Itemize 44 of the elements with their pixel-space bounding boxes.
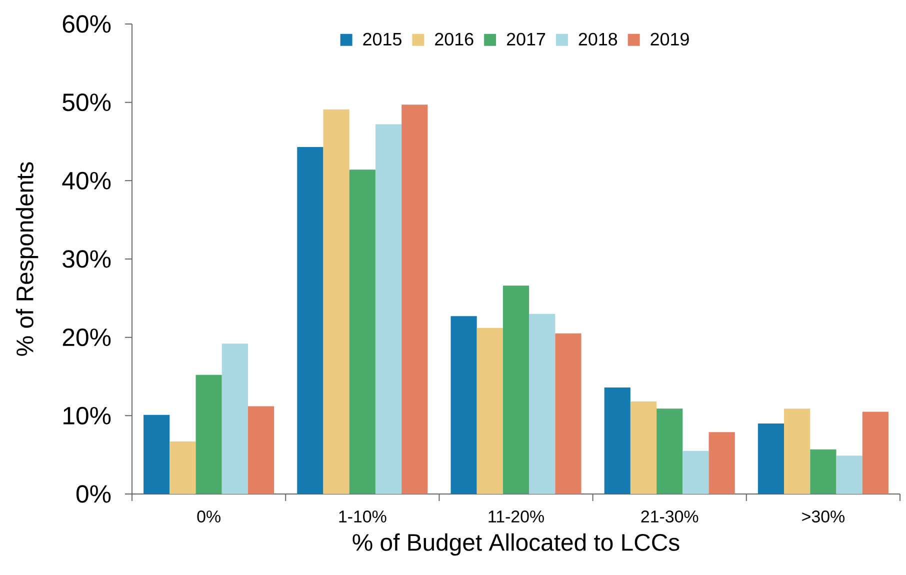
y-tick-label: 50% bbox=[62, 94, 111, 112]
bar bbox=[784, 408, 810, 494]
x-tick-label: 1-10% bbox=[339, 510, 386, 523]
y-tick-label: 60% bbox=[62, 15, 111, 33]
bar bbox=[196, 374, 222, 494]
x-tick-label: 0% bbox=[197, 510, 220, 523]
bar bbox=[529, 314, 556, 494]
bar bbox=[836, 456, 862, 494]
y-tick-label: 40% bbox=[62, 172, 111, 190]
bar bbox=[248, 406, 274, 494]
bar bbox=[170, 442, 196, 494]
bar bbox=[630, 402, 657, 494]
legend-label: 2018 bbox=[578, 32, 618, 46]
bar bbox=[656, 408, 683, 494]
bar bbox=[708, 432, 735, 494]
bar bbox=[450, 316, 477, 494]
x-axis-title: % of Budget Allocated to LCCs bbox=[352, 533, 680, 556]
bar bbox=[222, 344, 248, 494]
bar bbox=[349, 170, 376, 494]
y-tick-label: 0% bbox=[76, 485, 111, 503]
bar bbox=[758, 423, 784, 494]
bar bbox=[402, 104, 428, 494]
x-tick-label: >30% bbox=[802, 510, 844, 523]
bar bbox=[604, 387, 630, 494]
bar bbox=[144, 414, 170, 494]
y-axis-title: % of Respondents bbox=[16, 162, 38, 356]
bar bbox=[297, 146, 324, 494]
legend-label: 2015 bbox=[363, 32, 402, 46]
bar bbox=[476, 328, 503, 494]
bar bbox=[810, 449, 836, 494]
y-tick-label: 30% bbox=[62, 250, 111, 268]
y-tick-label: 20% bbox=[62, 328, 111, 346]
legend-label: 2019 bbox=[650, 32, 689, 46]
x-tick-label: 21-30% bbox=[641, 510, 698, 523]
bar bbox=[323, 109, 350, 494]
bar bbox=[555, 333, 582, 494]
bar bbox=[375, 124, 402, 494]
bar bbox=[862, 412, 888, 494]
x-tick-label: 11-20% bbox=[488, 510, 544, 523]
y-tick-label: 10% bbox=[64, 406, 111, 424]
bar bbox=[502, 286, 530, 494]
legend-label: 2016 bbox=[435, 32, 474, 46]
bar bbox=[682, 450, 709, 494]
legend-label: 2017 bbox=[506, 32, 546, 46]
